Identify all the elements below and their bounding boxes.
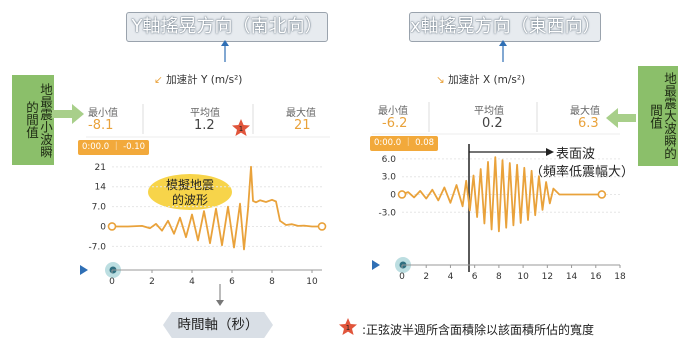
right-up-arrow-head: [499, 40, 507, 46]
left-play-icon[interactable]: [80, 265, 88, 275]
surface-wave-arrow-head: [546, 148, 554, 156]
footnote-star-icon: [339, 318, 357, 335]
left-chart-xtick-1: 2: [149, 277, 155, 287]
right-side-label: 地最震大波瞬的間值: [638, 66, 678, 166]
left-min-value: -8.1: [88, 118, 114, 133]
right-chart-ytick-3: -3.0: [378, 208, 396, 218]
left-star-icon: [232, 119, 250, 136]
right-chart-xtick-5: 10: [517, 272, 529, 282]
left-side-label: 地最震小波瞬的間值: [12, 75, 54, 165]
left-chart-ytick-3: 0: [100, 222, 106, 232]
right-chart-start-point: [397, 190, 407, 199]
footnote-text: :正弦波半週所含面積除以該面積所佔的寬度: [362, 323, 595, 337]
time-down-arrow-head: [216, 300, 224, 306]
right-chart-xtick-7: 14: [566, 272, 578, 282]
right-chart-ytick-2: 0: [390, 190, 396, 200]
left-chart-xtick-0: 0: [109, 277, 115, 287]
right-chart-ytick-1: 3.0: [382, 173, 397, 183]
left-chart-ytick-0: 21: [95, 163, 106, 173]
left-bottom-label: 時間軸（秒）: [163, 312, 273, 338]
left-chart-ytick-1: 14: [95, 183, 107, 193]
left-chart: 21 14 7.0 0 -7.0 0 2 4 6 8 10: [88, 163, 327, 287]
left-chart-xtick-2: 4: [189, 277, 195, 287]
left-chart-end-point: [317, 222, 327, 231]
left-legend: ↙ 加速計 Y (m/s²): [154, 72, 242, 87]
right-chart-xtick-2: 4: [448, 272, 454, 282]
right-avg-label: 平均值: [474, 106, 504, 117]
left-max-label: 最大值: [286, 108, 316, 119]
right-max-label: 最大值: [570, 106, 600, 117]
left-up-arrow-head: [221, 40, 229, 46]
left-legend-icon: ↙: [154, 74, 163, 86]
right-chart-xtick-6: 12: [542, 272, 553, 282]
right-legend-label: 加速計 X (m/s²): [448, 74, 526, 86]
left-header-title: Y軸搖晃方向（南北向）: [126, 12, 328, 42]
left-star-number: 1: [239, 125, 243, 133]
right-play-icon[interactable]: [372, 260, 380, 270]
right-chart-xtick-3: 6: [472, 272, 478, 282]
right-chart-ytick-0: 6.0: [382, 155, 397, 165]
right-min-label: 最小值: [378, 106, 408, 117]
right-chart-xtick-1: 2: [423, 272, 429, 282]
left-avg-label: 平均值: [190, 108, 220, 119]
right-chart-xtick-4: 8: [496, 272, 502, 282]
left-avg-value: 1.2: [194, 118, 215, 133]
left-chart-xtick-5: 10: [306, 277, 318, 287]
right-chart-series-line: [401, 156, 602, 233]
left-max-value: 21: [294, 118, 311, 133]
surface-wave-sub: （頻率低震幅大）: [530, 165, 635, 180]
right-chart-xtick-9: 18: [614, 272, 626, 282]
right-side-arrow: [606, 108, 636, 128]
left-bubble: 模擬地震 的波形: [148, 174, 232, 210]
left-chart-xtick-3: 6: [229, 277, 235, 287]
left-bubble-line1: 模擬地震: [165, 178, 214, 192]
right-chart-xtick-8: 16: [590, 272, 602, 282]
left-chart-series-line: [112, 165, 322, 251]
right-chart-xtick-0: 0: [399, 272, 405, 282]
right-min-value: -6.2: [382, 116, 408, 131]
left-chart-ytick-2: 7.0: [92, 203, 107, 213]
left-chart-xtick-4: 8: [269, 277, 275, 287]
left-tooltip: 0:00.0 ｜ -0.10: [78, 140, 150, 155]
right-legend-icon: ↘: [436, 74, 445, 86]
right-chart-end-point: [597, 190, 607, 199]
right-legend: ↘ 加速計 X (m/s²): [436, 72, 525, 87]
left-chart-start-point: [107, 222, 117, 231]
right-tooltip: 0:00.0 ｜ 0.08: [370, 136, 439, 151]
right-header-title: x軸搖晃方向（東西向）: [409, 12, 601, 42]
footnote-star-number: 1: [346, 324, 350, 332]
left-bubble-line2: 的波形: [171, 193, 208, 207]
right-chart: 6.0 3.0 0 -3.0 0 2 4 6 8 10 12 14 16 18: [378, 155, 626, 282]
right-avg-value: 0.2: [482, 116, 503, 131]
surface-wave-label: 表面波: [556, 147, 596, 162]
left-chart-ytick-4: -7.0: [88, 242, 106, 252]
right-max-value: 6.3: [578, 116, 599, 131]
left-side-arrow: [52, 104, 84, 124]
left-min-label: 最小值: [88, 108, 118, 119]
left-legend-label: 加速計 Y (m/s²): [166, 74, 243, 86]
